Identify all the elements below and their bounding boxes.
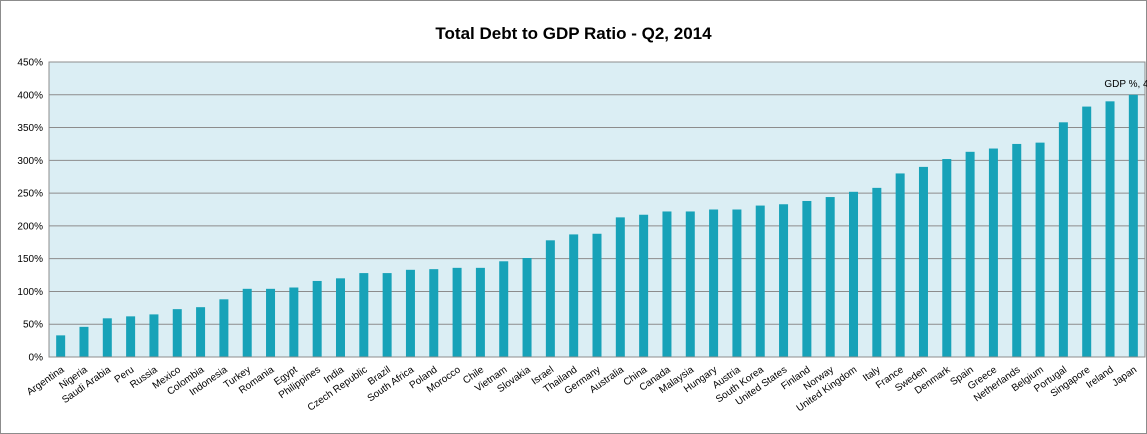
bar [359, 273, 369, 357]
bar [475, 267, 485, 357]
bar [266, 288, 276, 357]
y-tick-label: 150% [17, 254, 43, 265]
bar [965, 151, 975, 357]
bar [1012, 143, 1022, 357]
bar [895, 173, 905, 357]
bar [79, 326, 89, 357]
bar [312, 280, 322, 357]
y-tick-label: 300% [17, 156, 43, 167]
bar [615, 217, 625, 357]
bar [1105, 101, 1115, 357]
chart-title: Total Debt to GDP Ratio - Q2, 2014 [435, 24, 712, 43]
bar [662, 211, 672, 357]
y-tick-label: 400% [17, 90, 43, 101]
bar [569, 234, 579, 357]
bar [522, 258, 532, 357]
bar [242, 288, 252, 357]
y-tick-label: 0% [29, 353, 44, 364]
bar [219, 299, 229, 357]
bar [755, 205, 765, 357]
bar [685, 211, 695, 357]
bar [918, 166, 928, 357]
bar [779, 204, 789, 357]
y-tick-label: 200% [17, 221, 43, 232]
bar [452, 267, 462, 357]
bar [1082, 106, 1092, 357]
bar [639, 214, 649, 357]
y-tick-label: 100% [17, 287, 43, 298]
bar [802, 200, 812, 357]
bar [732, 209, 742, 357]
y-tick-label: 450% [17, 58, 43, 69]
bar [1058, 122, 1068, 357]
x-category-label: Ireland [1084, 364, 1115, 391]
bar [405, 269, 415, 357]
bar [988, 148, 998, 357]
bar [499, 261, 509, 357]
bar [172, 309, 182, 357]
bar [56, 335, 66, 357]
bar [196, 307, 206, 357]
x-category-label: Japan [1110, 364, 1139, 389]
bar [825, 197, 835, 357]
bar [545, 240, 555, 357]
bar [382, 273, 392, 357]
bar [102, 318, 112, 357]
bar [289, 287, 299, 357]
bar [335, 278, 345, 357]
bar [126, 316, 136, 357]
y-tick-label: 350% [17, 123, 43, 134]
y-tick-label: 50% [23, 320, 43, 331]
bar [1035, 142, 1045, 357]
y-tick-label: 250% [17, 189, 43, 200]
bar [709, 209, 719, 357]
bar [872, 187, 882, 357]
bar [849, 191, 859, 357]
data-label: GDP %, 400% [1104, 79, 1147, 90]
bar [592, 233, 602, 357]
bar [1128, 94, 1138, 358]
bar [942, 159, 952, 357]
bar [429, 269, 439, 357]
bar [149, 314, 159, 357]
